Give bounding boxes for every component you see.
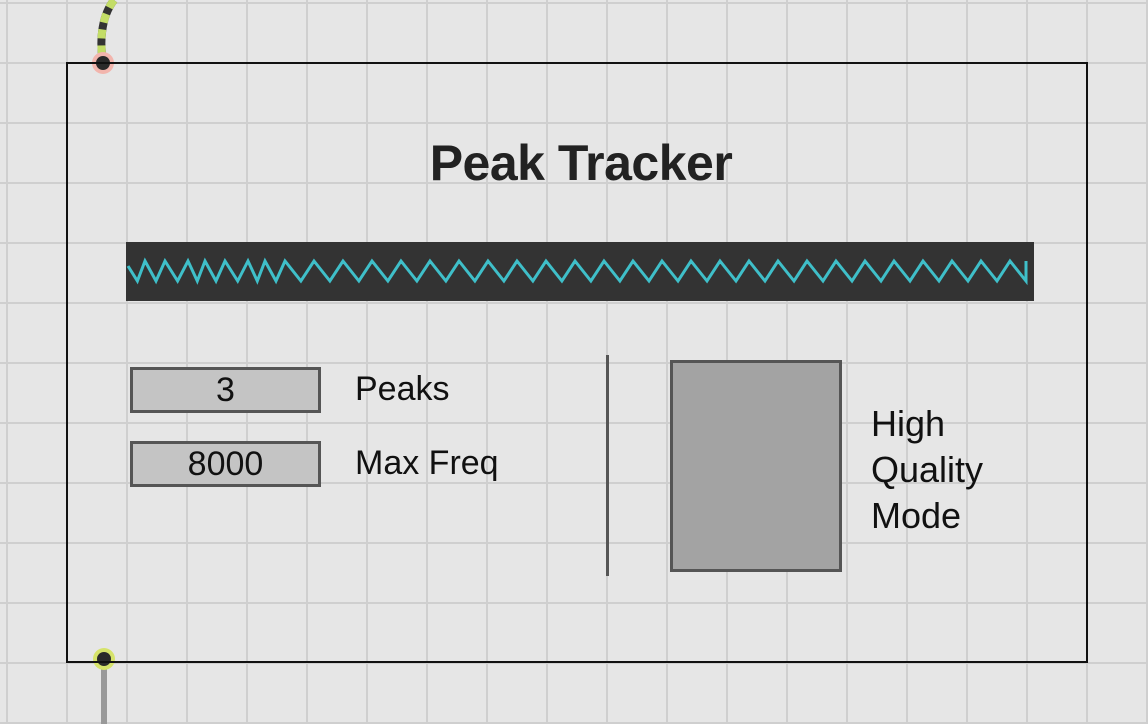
high-quality-label-line: High: [871, 403, 946, 444]
divider: [606, 355, 609, 576]
max-freq-label: Max Freq: [355, 444, 499, 482]
waveform-scope-icon: [126, 257, 1028, 286]
peaks-label: Peaks: [355, 370, 450, 408]
high-quality-label: High Quality Mode: [871, 401, 983, 539]
max-freq-number-box[interactable]: 8000: [130, 441, 321, 487]
patcher-panel: [66, 62, 1088, 663]
peaks-number-box[interactable]: 3: [130, 367, 321, 413]
high-quality-label-line: Quality: [871, 449, 984, 490]
high-quality-label-line: Mode: [871, 495, 962, 536]
page-title: Peak Tracker: [429, 135, 733, 191]
waveform-scope: [126, 242, 1034, 301]
high-quality-toggle[interactable]: [670, 360, 842, 572]
